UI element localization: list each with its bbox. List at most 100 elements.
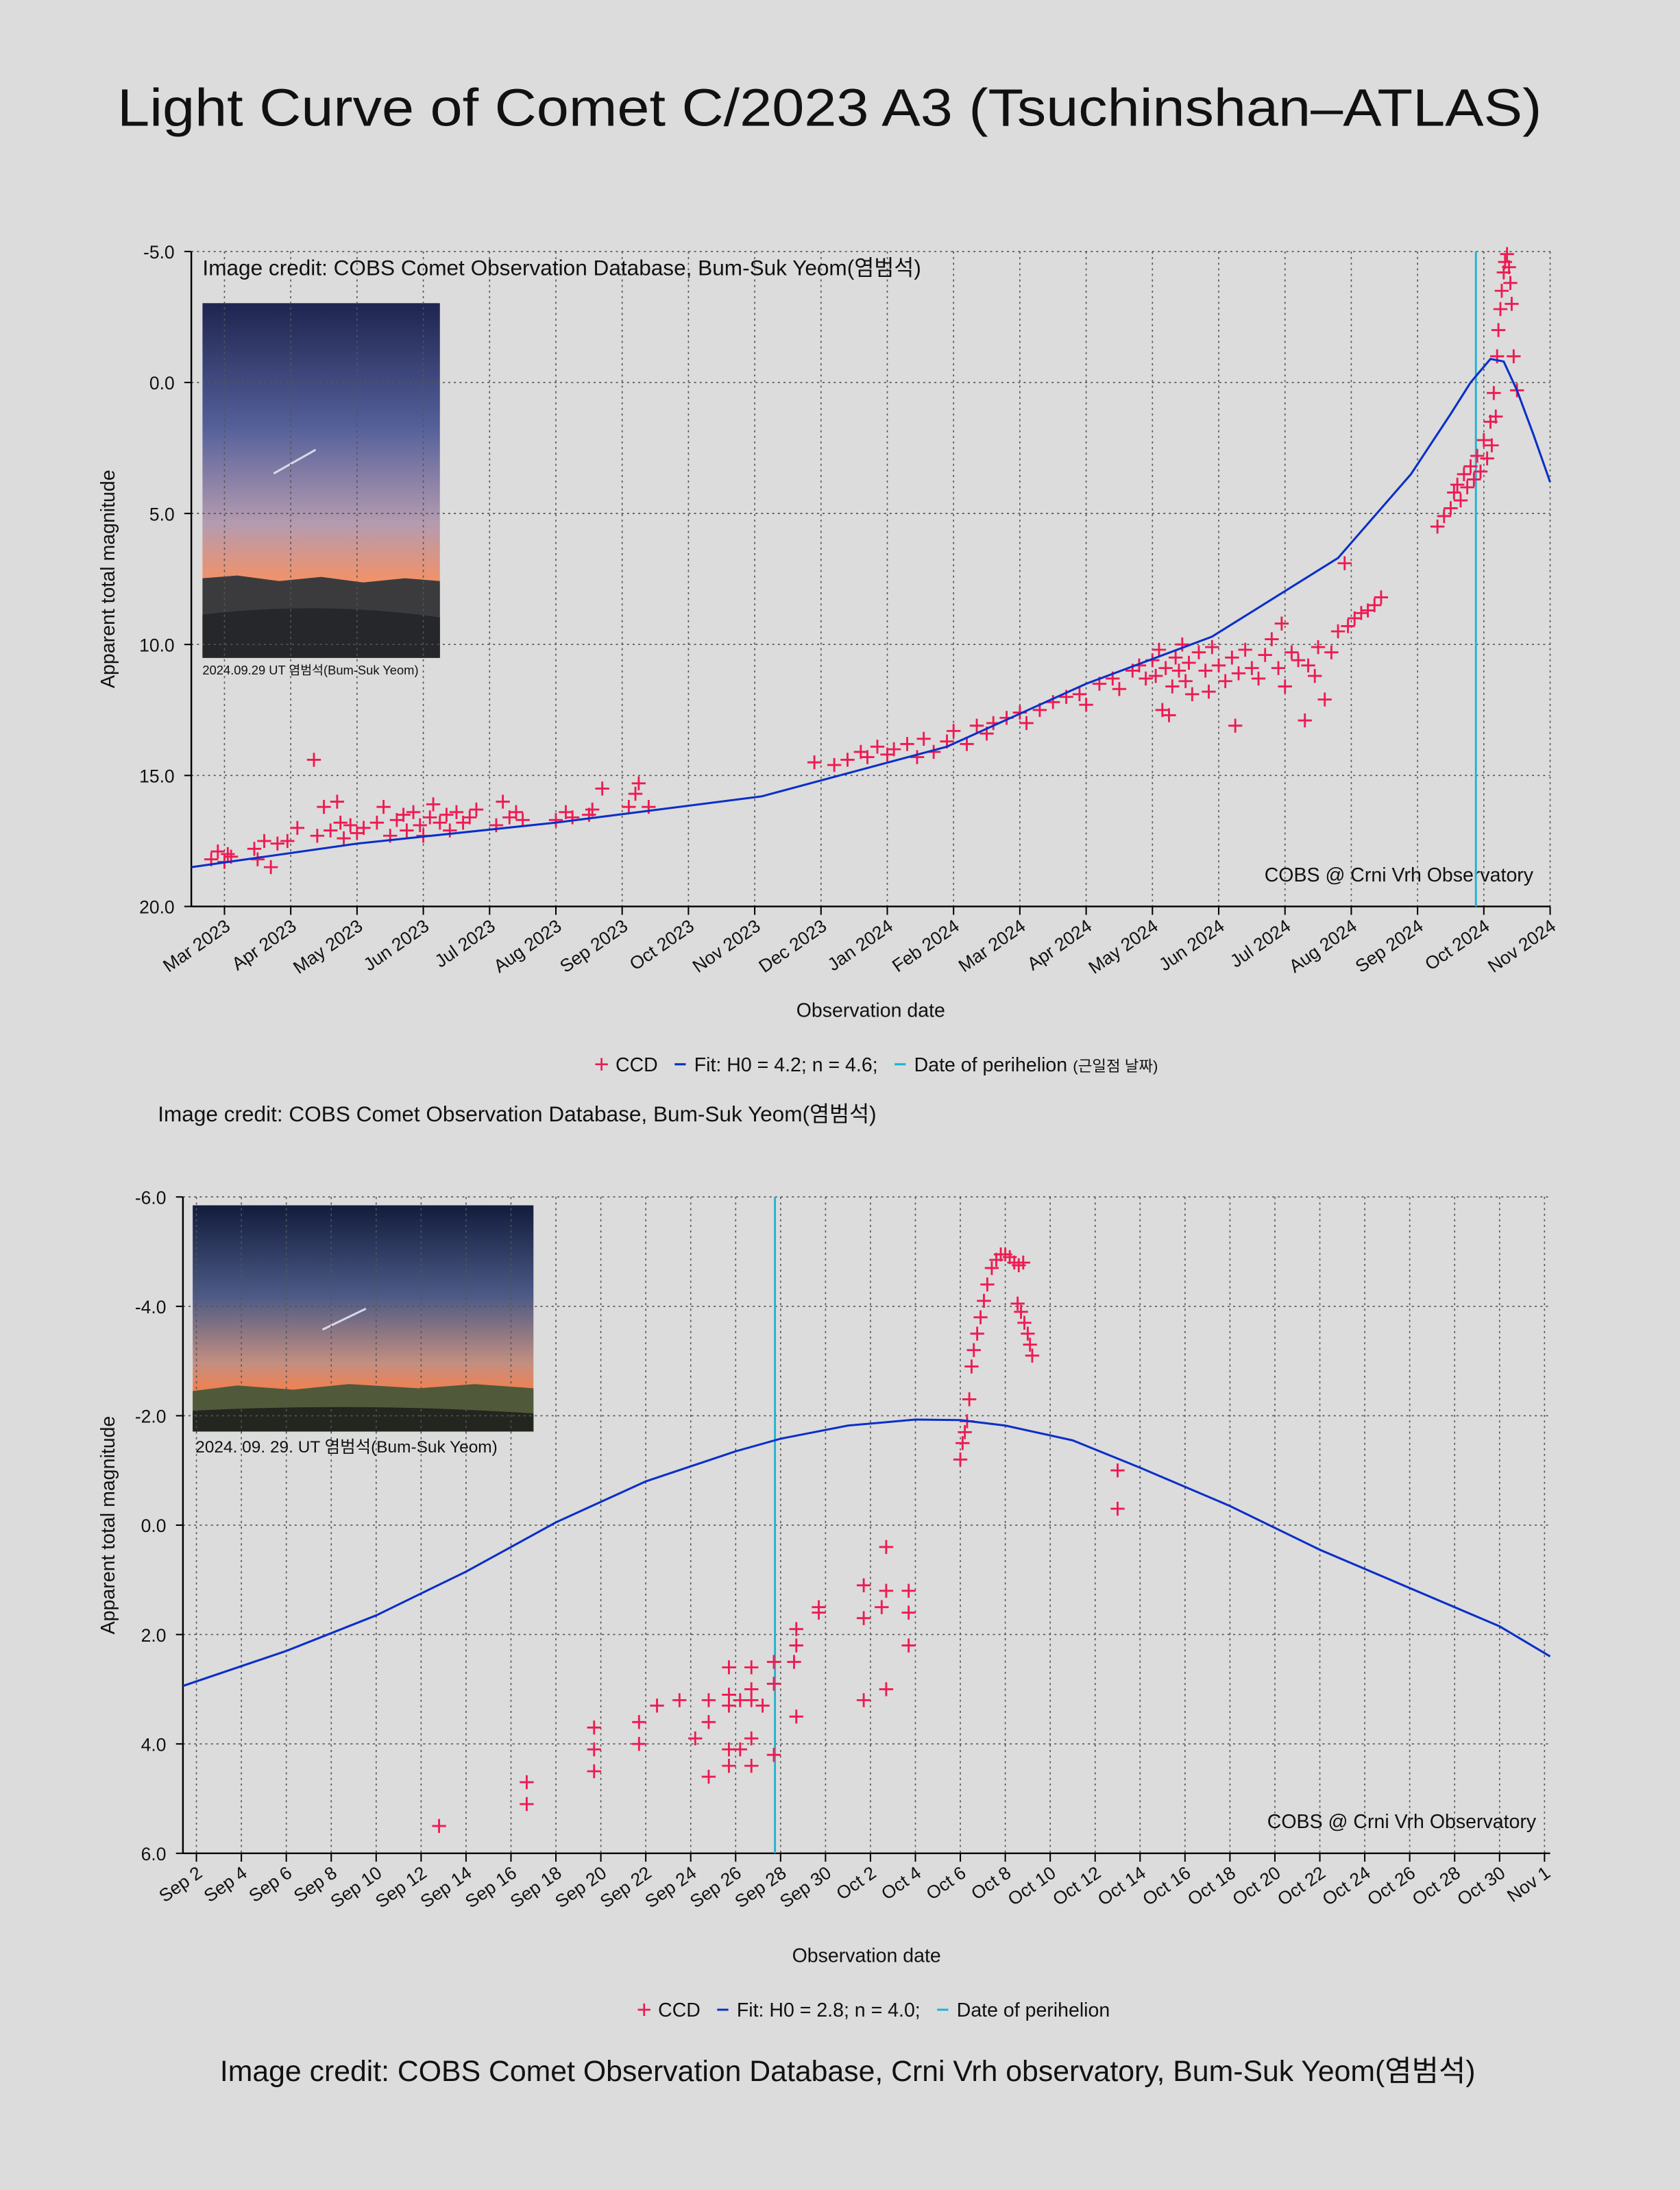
data-point [812, 1605, 826, 1620]
data-point [1202, 684, 1216, 699]
data-point [1019, 716, 1034, 731]
data-point [701, 1715, 716, 1729]
image-credit: Image credit: COBS Comet Observation Dat… [158, 1102, 876, 1126]
data-point [1311, 640, 1326, 655]
data-point [257, 834, 271, 849]
data-point [439, 807, 454, 822]
data-point [587, 1764, 601, 1779]
data-point [733, 1742, 748, 1757]
data-point [1014, 1304, 1028, 1319]
annotation: COBS @ Crni Vrh Observatory [1265, 864, 1534, 886]
data-point [1324, 645, 1339, 659]
y-tick-label: 5.0 [149, 504, 175, 524]
y-tick-label: -4.0 [135, 1297, 167, 1317]
data-point [1480, 451, 1494, 466]
data-point [722, 1758, 736, 1773]
data-point [1489, 409, 1503, 424]
x-axis-label: Observation date [792, 1945, 941, 1967]
data-point [1330, 624, 1346, 639]
y-tick-label: 10.0 [139, 635, 175, 655]
data-point [879, 1583, 894, 1598]
data-point [1231, 666, 1246, 681]
data-point [901, 1583, 916, 1598]
data-point [900, 737, 914, 751]
data-point [766, 1747, 781, 1762]
data-point [1298, 713, 1312, 728]
data-point [1171, 664, 1186, 678]
legend: CCD Fit: H0 = 2.8; n = 4.0; Date of perihe… [637, 1999, 1110, 2021]
data-point [744, 1758, 759, 1773]
data-point [984, 1261, 999, 1276]
data-point [980, 1277, 995, 1292]
y-tick-label: 0.0 [141, 1516, 167, 1536]
data-point [1485, 438, 1499, 452]
data-point [744, 1731, 759, 1746]
data-point [1278, 679, 1292, 694]
data-point [701, 1769, 716, 1784]
data-point [1165, 679, 1180, 694]
data-point [426, 797, 441, 812]
data-point [1110, 1501, 1125, 1516]
data-point [1175, 637, 1190, 652]
image-credit: Image credit: COBS Comet Observation Dat… [202, 256, 921, 280]
data-point [1191, 645, 1206, 659]
data-point [343, 818, 358, 833]
fit-line [182, 1418, 1551, 1688]
data-point [766, 1655, 781, 1669]
data-point [324, 823, 338, 838]
data-point [632, 1715, 646, 1729]
data-point [973, 1310, 988, 1324]
data-point [1457, 467, 1472, 481]
data-point [1502, 260, 1516, 275]
data-point [333, 815, 348, 830]
data-point [1218, 674, 1232, 688]
data-point [1162, 708, 1176, 722]
data-point [1463, 459, 1478, 474]
data-point [1341, 619, 1355, 633]
data-point [1271, 661, 1286, 675]
data-point [595, 781, 609, 796]
data-point [964, 1359, 979, 1374]
data-point [969, 718, 984, 733]
data-point [722, 1660, 736, 1675]
y-tick-label: -5.0 [143, 242, 175, 263]
data-point [1010, 1296, 1025, 1311]
y-tick-label: -2.0 [135, 1407, 167, 1427]
data-point [958, 1425, 972, 1439]
data-point [901, 1638, 916, 1653]
data-point [1185, 687, 1200, 702]
data-point [496, 794, 510, 809]
y-axis-label: Apparent total magnitude [97, 470, 119, 688]
legend-label: Fit: H0 = 2.8; n = 4.0; [737, 1999, 921, 2021]
data-point [1430, 520, 1445, 534]
data-point [789, 1638, 803, 1653]
data-point [744, 1693, 759, 1707]
legend-marker [595, 1058, 608, 1071]
data-point [1016, 1255, 1031, 1270]
legend-label: CCD [616, 1054, 658, 1076]
data-point [369, 815, 385, 830]
data-point [827, 757, 842, 772]
data-point [1460, 480, 1474, 495]
data-point [1473, 464, 1488, 479]
data-point [1265, 632, 1279, 646]
data-point [787, 1655, 801, 1669]
data-point [879, 1682, 894, 1696]
data-point [423, 810, 437, 825]
data-point [330, 794, 345, 809]
data-point [1444, 501, 1458, 515]
data-point [1228, 718, 1243, 733]
legend-label: Date of perihelion [957, 1999, 1110, 2021]
data-point [916, 731, 931, 746]
y-tick-label: 4.0 [141, 1734, 167, 1755]
data-point [376, 800, 391, 814]
data-point [290, 820, 305, 835]
data-point [1491, 323, 1506, 337]
data-point [807, 755, 822, 770]
data-point [1285, 645, 1299, 659]
data-point [1301, 658, 1315, 672]
data-point [1205, 640, 1219, 655]
data-point [1211, 658, 1226, 672]
data-point [1245, 661, 1259, 675]
